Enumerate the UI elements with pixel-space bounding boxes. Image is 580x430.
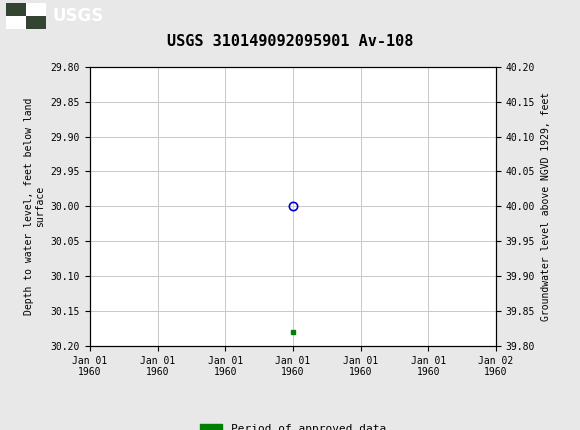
Bar <box>6 16 26 29</box>
Text: USGS: USGS <box>52 7 103 25</box>
Bar <box>26 3 46 16</box>
Text: USGS 310149092095901 Av-108: USGS 310149092095901 Av-108 <box>167 34 413 49</box>
Bar <box>6 3 26 16</box>
Legend: Period of approved data: Period of approved data <box>195 420 390 430</box>
Bar <box>26 16 46 29</box>
Y-axis label: Groundwater level above NGVD 1929, feet: Groundwater level above NGVD 1929, feet <box>541 92 550 321</box>
Y-axis label: Depth to water level, feet below land
surface: Depth to water level, feet below land su… <box>24 98 45 315</box>
